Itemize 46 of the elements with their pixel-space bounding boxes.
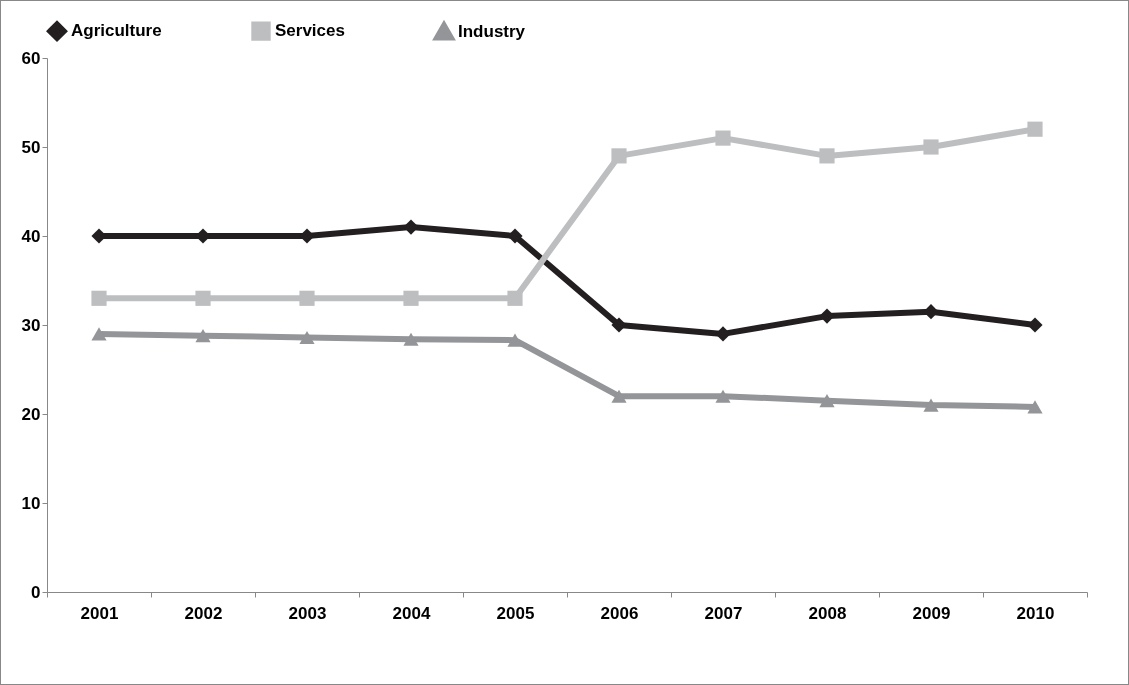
x-tick-label: 2004: [392, 603, 431, 623]
y-tick-label: 20: [21, 404, 41, 424]
x-tick-label: 2005: [496, 603, 535, 623]
y-tick-label: 10: [21, 493, 41, 513]
point: [507, 290, 523, 306]
point: [195, 290, 211, 306]
x-tick-label: 2009: [912, 603, 951, 623]
point: [507, 333, 523, 347]
point: [299, 290, 315, 306]
point: [611, 317, 627, 333]
y-tick-label: 60: [21, 48, 41, 68]
point: [715, 326, 731, 342]
point: [819, 148, 835, 164]
x-tick-label: 2006: [600, 603, 639, 623]
point: [715, 389, 731, 403]
y-tick-label: 40: [21, 226, 41, 246]
point: [91, 290, 107, 306]
y-tick-label: 0: [31, 582, 41, 602]
legend-label: Industry: [458, 21, 526, 41]
x-tick-label: 2008: [808, 603, 847, 623]
point: [1027, 317, 1043, 333]
legend-label: Services: [275, 21, 345, 41]
point: [1027, 400, 1043, 414]
x-tick-label: 2007: [704, 603, 743, 623]
point: [195, 329, 211, 343]
point: [923, 139, 939, 155]
point: [403, 219, 419, 235]
point: [403, 290, 419, 306]
point: [299, 330, 315, 345]
point: [819, 394, 835, 408]
legend-label: Agriculture: [71, 21, 162, 41]
x-tick-label: 2002: [184, 603, 223, 623]
y-tick-label: 50: [21, 137, 41, 157]
point: [403, 332, 419, 346]
x-tick-label: 2010: [1016, 603, 1055, 623]
point: [611, 148, 627, 164]
point: [1027, 121, 1043, 137]
point: [715, 130, 731, 146]
point: [923, 398, 939, 412]
y-tick-label: 30: [21, 315, 41, 335]
point: [611, 389, 627, 403]
point: [507, 228, 523, 244]
point: [91, 327, 107, 341]
x-tick-label: 2001: [80, 603, 119, 623]
x-tick-label: 2003: [288, 603, 327, 623]
point: [819, 308, 835, 324]
